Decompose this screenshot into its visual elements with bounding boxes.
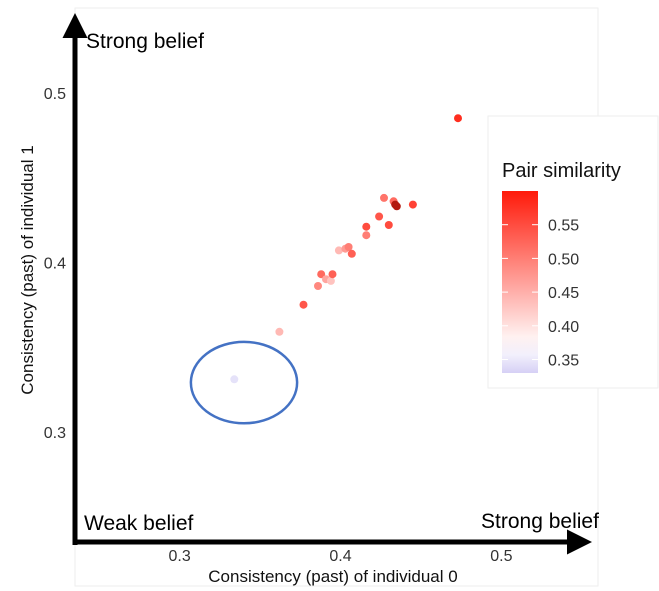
annotation-weak-belief: Weak belief: [84, 512, 194, 535]
legend-title: Pair similarity: [502, 160, 621, 182]
data-point: [248, 356, 256, 365]
data-point: [344, 243, 353, 251]
legend-ticks: 0.35 0.40 0.45 0.50 0.55: [502, 218, 579, 370]
legend-tick-label: 0.35: [548, 353, 579, 370]
x-ticks: 0.3 0.4 0.5: [168, 548, 512, 565]
data-point: [384, 221, 393, 229]
data-point: [230, 375, 239, 384]
data-point: [347, 249, 356, 258]
y-tick-label: 0.3: [44, 425, 66, 442]
annotation-strong-belief-x: Strong belief: [481, 510, 599, 533]
legend-tick-label: 0.55: [548, 218, 579, 235]
data-point: [380, 193, 388, 202]
annotation-strong-belief-y: Strong belief: [86, 30, 204, 53]
x-tick-label: 0.4: [329, 548, 351, 565]
y-tick-label: 0.4: [44, 255, 66, 272]
legend-tick-label: 0.45: [548, 285, 579, 302]
data-point: [314, 282, 322, 290]
points-layer: [230, 114, 462, 384]
data-point: [328, 270, 337, 279]
x-tick-label: 0.3: [168, 548, 190, 565]
legend-color-bar: [502, 191, 538, 373]
data-point: [362, 231, 371, 240]
y-tick-label: 0.5: [44, 86, 66, 103]
y-axis-title: Consistency (past) of individual 1: [18, 145, 37, 394]
color-legend: Pair similarity 0.35 0.40 0.45 0.50 0.55: [487, 115, 659, 389]
data-point: [362, 222, 371, 231]
y-ticks: 0.3 0.4 0.5: [44, 86, 66, 442]
data-point: [326, 276, 335, 285]
data-point: [334, 246, 343, 255]
data-point: [275, 327, 284, 336]
data-point: [317, 270, 326, 279]
data-point: [392, 202, 401, 211]
x-axis-title: Consistency (past) of individual 0: [208, 567, 457, 586]
legend-tick-label: 0.50: [548, 251, 579, 268]
data-point: [375, 212, 384, 221]
legend-tick-label: 0.40: [548, 319, 579, 336]
x-tick-label: 0.5: [490, 548, 512, 565]
data-point: [454, 114, 462, 123]
data-point: [408, 200, 417, 209]
data-point: [299, 300, 308, 309]
highlight-ellipse: [189, 340, 299, 425]
